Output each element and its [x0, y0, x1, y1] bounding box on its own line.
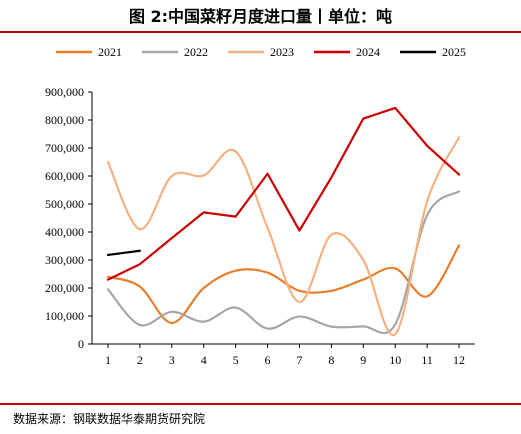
x-tick-label: 8	[328, 353, 334, 367]
y-axis: 0 100,000 200,000 300,000 400,000 500,000 600,…	[45, 85, 93, 351]
legend: 2021 2022 2023 2024 2025	[56, 45, 466, 59]
x-tick-label: 4	[201, 353, 207, 367]
x-tick-label: 6	[265, 353, 271, 367]
series-line-2024	[106, 106, 461, 281]
legend-label-2023: 2023	[270, 45, 294, 59]
source-note: 数据来源：钢联数据华泰期货研究院	[13, 412, 206, 426]
title-divider	[0, 31, 521, 33]
x-tick-label: 1	[105, 353, 111, 367]
legend-label-2021: 2021	[98, 45, 122, 59]
y-tick-label: 300,000	[45, 253, 84, 267]
y-tick-label: 600,000	[45, 169, 84, 183]
y-tick-label: 700,000	[45, 141, 84, 155]
x-tick-label: 5	[233, 353, 239, 367]
legend-label-2024: 2024	[356, 45, 380, 59]
series-line-2021	[106, 244, 461, 325]
y-tick-label: 0	[78, 337, 84, 351]
x-tick-label: 10	[389, 353, 401, 367]
series-line-2023	[106, 136, 461, 337]
x-tick-label: 12	[453, 353, 465, 367]
series-line-2022	[106, 190, 461, 335]
x-tick-label: 9	[360, 353, 366, 367]
chart-title: 图 2:中国菜籽月度进口量丨单位：吨	[128, 7, 393, 26]
y-tick-label: 500,000	[45, 197, 84, 211]
legend-label-2022: 2022	[184, 45, 208, 59]
y-tick-label: 800,000	[45, 113, 84, 127]
y-tick-label: 900,000	[45, 85, 84, 99]
x-axis: 1 2 3 4 5 6 7 8 9 10 11 12	[92, 343, 475, 367]
legend-label-2025: 2025	[442, 45, 466, 59]
x-tick-label: 11	[421, 353, 433, 367]
x-tick-label: 3	[169, 353, 175, 367]
x-tick-label: 2	[137, 353, 143, 367]
series-line-2025	[106, 249, 141, 257]
y-tick-label: 400,000	[45, 225, 84, 239]
x-tick-label: 7	[296, 353, 302, 367]
y-tick-label: 100,000	[45, 309, 84, 323]
source-divider	[0, 403, 521, 405]
plot-lines	[106, 106, 461, 337]
y-tick-label: 200,000	[45, 281, 84, 295]
